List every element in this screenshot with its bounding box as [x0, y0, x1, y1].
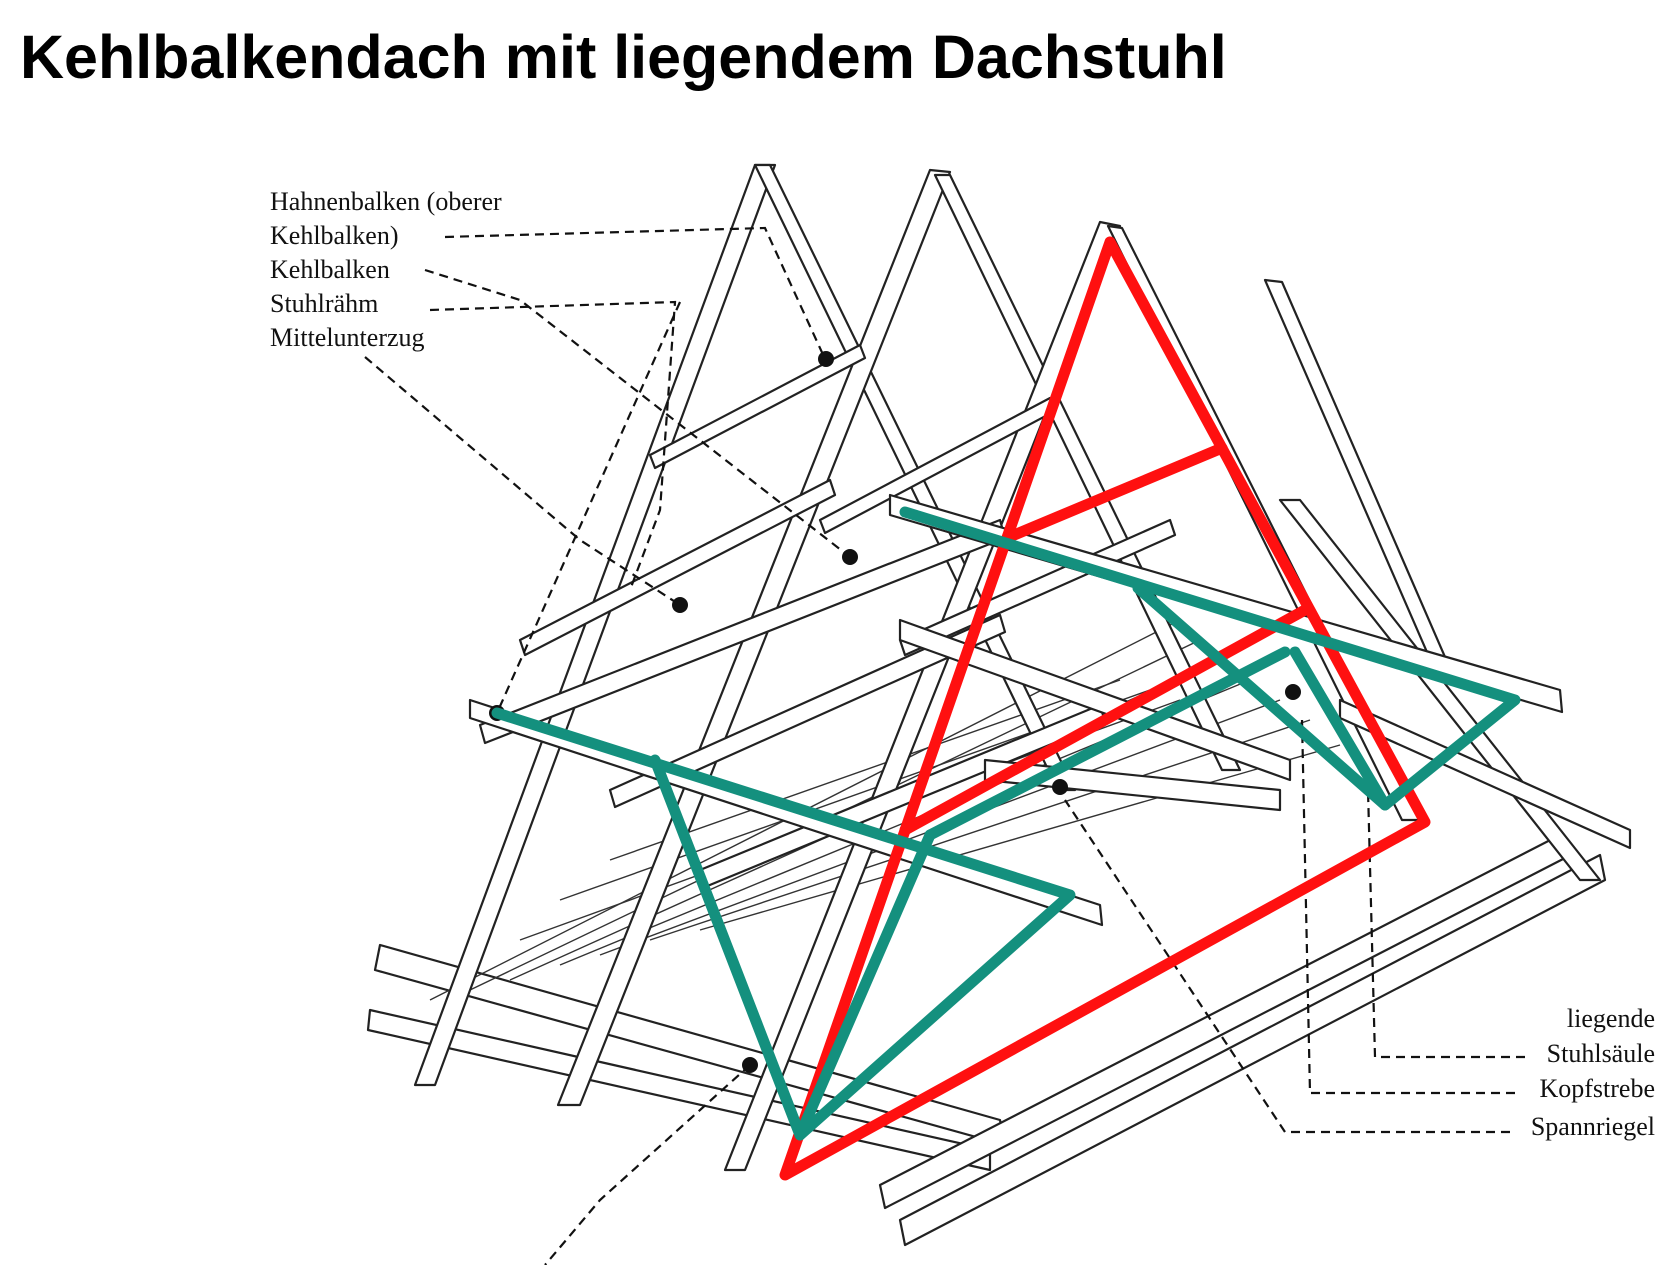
label-hahnenbalken-1: Hahnenbalken (oberer	[270, 187, 502, 216]
leader-lines	[364, 226, 1525, 1265]
label-stuhlraehm: Stuhlrähm	[270, 289, 378, 318]
labels-right: liegende Stuhlsäule Kopfstrebe Spannrieg…	[1531, 1004, 1655, 1141]
label-kehlbalken: Kehlbalken	[270, 255, 390, 284]
label-liegende: liegende	[1567, 1004, 1655, 1033]
label-spannriegel: Spannriegel	[1531, 1112, 1655, 1141]
collar-beams	[478, 343, 1177, 889]
label-stuhlsaeule: Stuhlsäule	[1547, 1039, 1655, 1068]
labels-left: Hahnenbalken (oberer Kehlbalken) Kehlbal…	[270, 187, 502, 352]
page-title: Kehlbalkendach mit liegendem Dachstuhl	[20, 23, 1227, 91]
highlight-red-truss	[779, 236, 1431, 1181]
label-kopfstrebe: Kopfstrebe	[1539, 1074, 1655, 1103]
label-hahnenbalken-2: Kehlbalken)	[270, 221, 399, 250]
label-mittelunterzug: Mittelunterzug	[270, 323, 425, 352]
highlight-green-stuhl	[491, 506, 1521, 1141]
